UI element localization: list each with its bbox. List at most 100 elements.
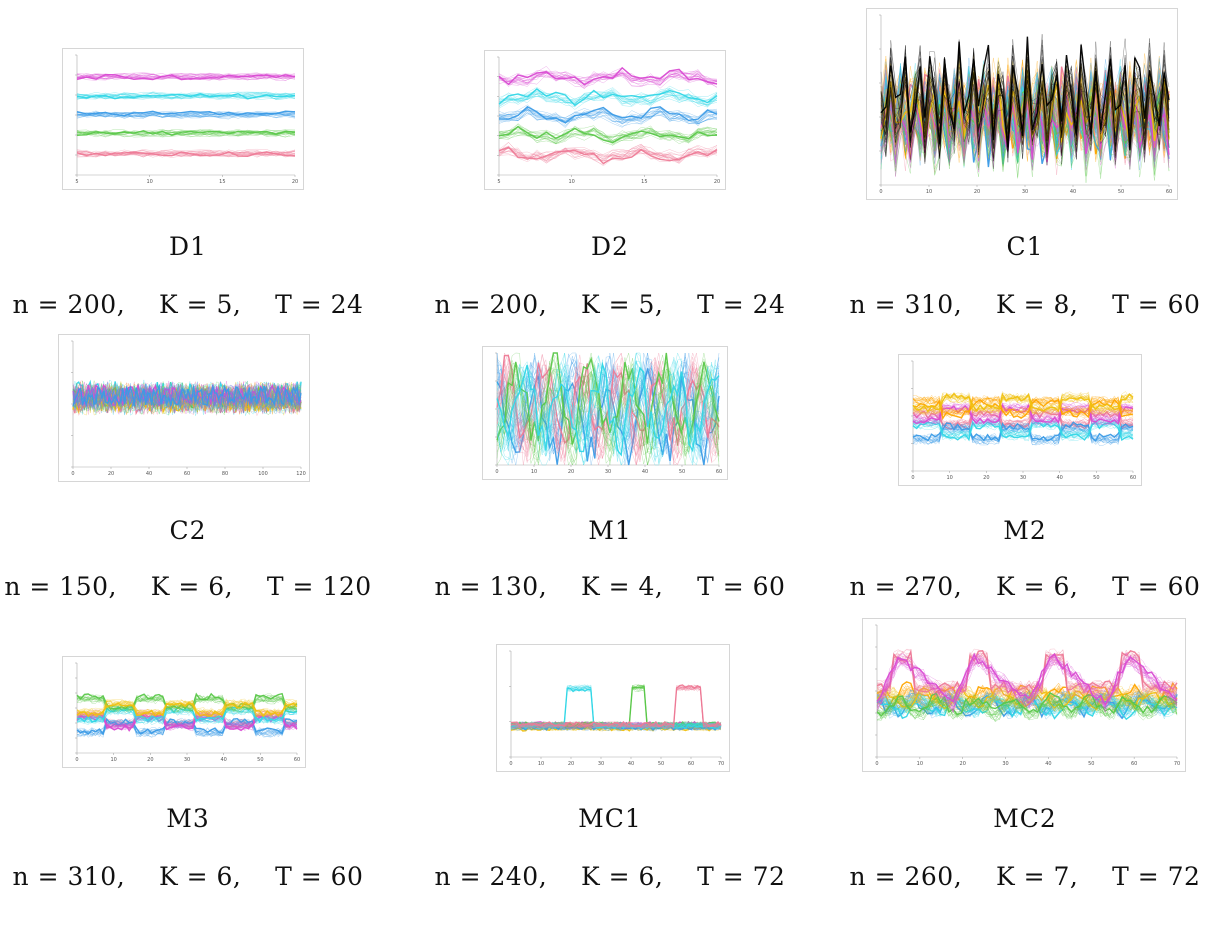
series-line [498, 73, 718, 89]
series-line [496, 359, 720, 453]
panel-params: n = 200, K = 5, T = 24 [12, 290, 364, 319]
series-line [912, 418, 1134, 438]
series-line [876, 696, 1178, 719]
series-line [498, 111, 718, 128]
series-line [72, 382, 302, 406]
series-line [498, 125, 718, 144]
series-line [510, 686, 722, 729]
series-line [76, 712, 298, 729]
series-line [510, 684, 722, 727]
panel-params: n = 310, K = 6, T = 60 [12, 862, 364, 891]
series-line [76, 694, 298, 711]
series-line [76, 151, 296, 158]
x-tick-label: 10 [146, 179, 152, 185]
series-1 [912, 391, 1134, 415]
series-line [498, 88, 718, 106]
series-line [498, 128, 718, 144]
x-tick-label: 20 [568, 761, 574, 767]
series-line [76, 112, 296, 119]
series-line [876, 681, 1178, 708]
series-1 [76, 698, 298, 718]
series-line [876, 685, 1178, 710]
series-line [912, 421, 1134, 442]
series-line [876, 684, 1178, 705]
series-line [76, 150, 296, 156]
x-tick-label: 60 [184, 471, 190, 477]
series-line [912, 396, 1134, 416]
series-line [912, 423, 1134, 443]
series-line [876, 649, 1178, 694]
x-tick-label: 20 [983, 475, 989, 481]
series-line [510, 684, 722, 727]
series-line [912, 418, 1134, 438]
series-line [876, 650, 1178, 692]
series-line [876, 691, 1178, 717]
series-line [76, 696, 298, 713]
series-line [76, 702, 298, 718]
series-line [880, 99, 1170, 171]
x-tick-label: 80 [222, 471, 228, 477]
series-line [76, 111, 296, 118]
series-line [496, 366, 720, 466]
panel-params: n = 310, K = 8, T = 60 [849, 290, 1201, 319]
series-line [76, 700, 298, 717]
series-line [876, 692, 1178, 716]
series-line [76, 131, 296, 137]
chart-svg: 0 10 20 30 40 50 60 [495, 352, 722, 475]
series-line [498, 69, 718, 82]
series-line [76, 719, 298, 736]
series-line [498, 144, 718, 161]
x-tick-label: 10 [946, 475, 952, 481]
series-line [76, 720, 298, 737]
series-line [496, 367, 720, 466]
series-line [496, 352, 720, 455]
series-line [510, 687, 722, 729]
series-line [498, 128, 718, 146]
chart-d2: 5 10 15 20 [484, 50, 726, 190]
series-line [880, 47, 1170, 165]
series-line [496, 360, 720, 456]
series-line [880, 36, 1170, 151]
series-line [76, 92, 296, 98]
series-line [76, 699, 298, 715]
series-5 [76, 717, 298, 738]
series-line [876, 659, 1178, 713]
series-line [498, 109, 718, 127]
series-line [876, 696, 1178, 720]
series-line [76, 73, 296, 79]
series-line [510, 687, 722, 730]
series-line [510, 685, 722, 728]
x-tick-label: 10 [531, 469, 537, 475]
series-line [76, 714, 298, 730]
series-line [76, 152, 296, 158]
series-line [880, 41, 1170, 149]
series-line [498, 105, 718, 124]
series-line [912, 391, 1134, 411]
series-line [876, 682, 1178, 708]
series-line [876, 654, 1178, 710]
series-line [76, 92, 296, 98]
series-line [880, 34, 1170, 142]
series-line [912, 426, 1134, 446]
series-line [510, 684, 722, 727]
series-line [498, 147, 718, 162]
series-line [72, 382, 302, 404]
series-line [912, 395, 1134, 415]
series-line [76, 719, 298, 736]
series-line [510, 686, 722, 728]
series-line [76, 73, 296, 78]
series-line [498, 92, 718, 108]
series-line [912, 403, 1134, 423]
series-line [498, 107, 718, 123]
series-line [72, 387, 302, 409]
series-line [912, 392, 1134, 413]
series-line [876, 694, 1178, 719]
series-line [76, 92, 296, 99]
series-line [76, 702, 298, 718]
series-line [912, 396, 1134, 416]
series-line [510, 687, 722, 728]
series-line [510, 685, 722, 728]
series-line [76, 713, 298, 730]
series-line [498, 71, 718, 85]
series-line [912, 393, 1134, 413]
